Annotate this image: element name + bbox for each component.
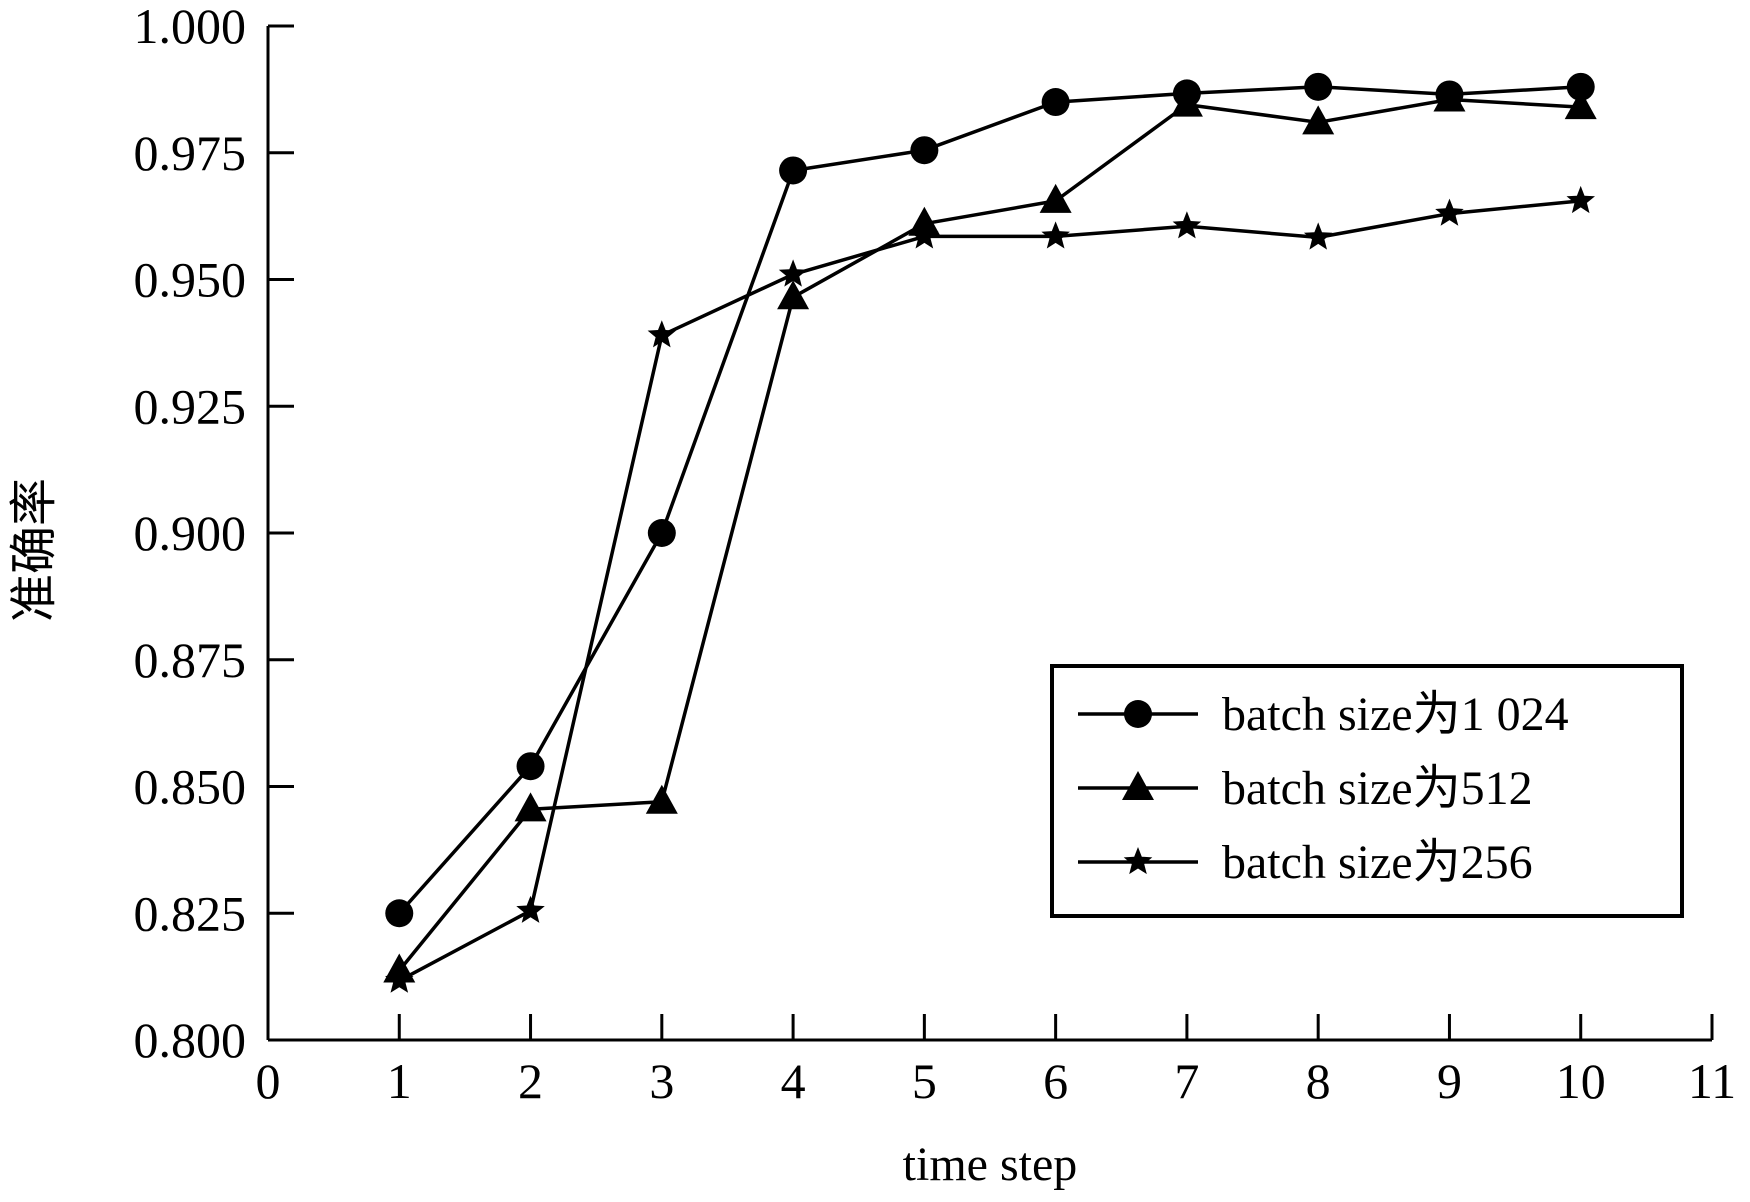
- data-point-star: [647, 320, 677, 348]
- x-tick-label: 2: [518, 1053, 543, 1109]
- x-tick-label: 8: [1306, 1053, 1331, 1109]
- data-point-star: [1172, 211, 1202, 239]
- y-tick-label: 0.975: [134, 125, 247, 181]
- y-tick-label: 1.000: [134, 0, 247, 54]
- y-axis-title: 准确率: [8, 478, 61, 622]
- data-point-circle: [910, 136, 939, 165]
- legend-label: batch size为1 024: [1222, 688, 1569, 741]
- x-tick-label: 11: [1688, 1053, 1736, 1109]
- x-tick-label: 3: [649, 1053, 674, 1109]
- x-tick-label: 6: [1043, 1053, 1068, 1109]
- data-point-star: [1041, 221, 1070, 249]
- legend-label: batch size为256: [1222, 836, 1533, 889]
- y-tick-label: 0.825: [134, 885, 247, 941]
- y-tick-label: 0.800: [134, 1012, 247, 1068]
- data-point-star: [1566, 185, 1595, 214]
- x-tick-label: 4: [781, 1053, 806, 1109]
- data-point-star: [516, 895, 545, 923]
- data-point-triangle: [1170, 87, 1203, 117]
- data-point-circle: [779, 156, 808, 185]
- data-point-star: [778, 259, 808, 287]
- legend-marker-triangle: [1122, 771, 1154, 800]
- legend-box: [1050, 664, 1684, 918]
- y-tick-label: 0.950: [134, 252, 247, 308]
- legend-label: batch size为512: [1222, 762, 1533, 815]
- data-point-triangle: [777, 280, 810, 310]
- y-tick-label: 0.900: [134, 505, 247, 561]
- x-tick-label: 5: [912, 1053, 937, 1109]
- series-line: [397, 97, 1581, 972]
- data-point-triangle: [1433, 82, 1466, 112]
- legend-marker-circle: [1124, 700, 1152, 728]
- data-point-triangle: [1564, 90, 1597, 120]
- series-line: [397, 85, 1581, 915]
- data-point-triangle: [908, 206, 941, 236]
- x-tick-label: 7: [1174, 1053, 1199, 1109]
- y-tick-label: 0.875: [134, 632, 247, 688]
- series-star: [385, 185, 1595, 993]
- legend-marker-star: [1123, 847, 1153, 875]
- series-line: [398, 199, 1581, 983]
- data-point-circle: [385, 899, 414, 928]
- y-tick-label: 0.925: [134, 378, 247, 434]
- data-point-triangle: [514, 792, 547, 822]
- x-axis-title: time step: [903, 1138, 1078, 1191]
- data-point-triangle: [1039, 183, 1072, 213]
- series-triangle: [383, 82, 1597, 983]
- x-tick-label: 10: [1556, 1053, 1606, 1109]
- data-point-circle: [1566, 72, 1595, 101]
- data-point-triangle: [1302, 105, 1335, 135]
- data-point-circle: [1304, 72, 1333, 101]
- data-point-triangle: [645, 784, 678, 814]
- plot-area: [383, 72, 1597, 993]
- data-point-circle: [1041, 88, 1070, 117]
- x-tick-label: 1: [387, 1053, 412, 1109]
- data-point-star: [1303, 222, 1333, 250]
- data-point-circle: [516, 752, 545, 781]
- data-point-circle: [647, 519, 676, 547]
- data-point-star: [385, 965, 414, 993]
- axes: 0.800 0.825 0.850 0.875 0.900 0.925 0.950 0.975…: [134, 0, 1737, 1109]
- data-point-star: [910, 221, 939, 249]
- legend: batch size为1 024 batch size为512 batch size…: [1050, 664, 1684, 918]
- y-tick-label: 0.850: [134, 759, 247, 815]
- x-tick-label: 0: [256, 1053, 281, 1109]
- data-point-star: [1435, 198, 1464, 226]
- x-tick-label: 9: [1437, 1053, 1462, 1109]
